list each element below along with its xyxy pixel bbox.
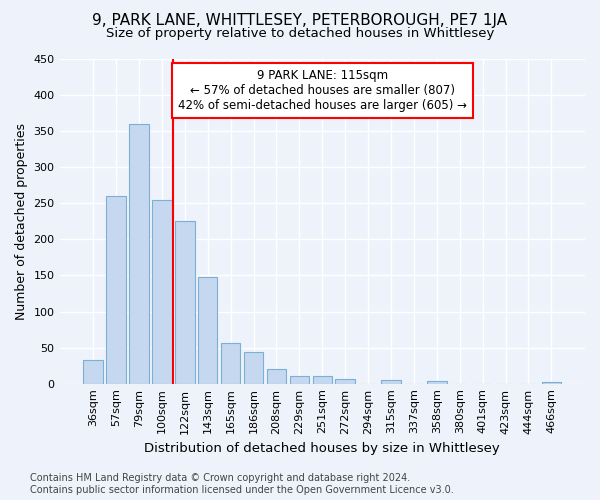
Bar: [221, 342, 241, 384]
Bar: [175, 222, 194, 384]
Bar: [542, 382, 561, 384]
Text: Size of property relative to detached houses in Whittlesey: Size of property relative to detached ho…: [106, 28, 494, 40]
Bar: [335, 378, 355, 384]
Bar: [106, 196, 126, 384]
Text: 9, PARK LANE, WHITTLESEY, PETERBOROUGH, PE7 1JA: 9, PARK LANE, WHITTLESEY, PETERBOROUGH, …: [92, 12, 508, 28]
Bar: [152, 200, 172, 384]
Text: 9 PARK LANE: 115sqm
← 57% of detached houses are smaller (807)
42% of semi-detac: 9 PARK LANE: 115sqm ← 57% of detached ho…: [178, 68, 467, 112]
Bar: [198, 277, 217, 384]
Y-axis label: Number of detached properties: Number of detached properties: [15, 123, 28, 320]
Bar: [267, 370, 286, 384]
Bar: [381, 380, 401, 384]
Bar: [313, 376, 332, 384]
Bar: [244, 352, 263, 384]
Bar: [83, 360, 103, 384]
Text: Contains HM Land Registry data © Crown copyright and database right 2024.
Contai: Contains HM Land Registry data © Crown c…: [30, 474, 454, 495]
Bar: [427, 381, 446, 384]
Bar: [129, 124, 149, 384]
X-axis label: Distribution of detached houses by size in Whittlesey: Distribution of detached houses by size …: [145, 442, 500, 455]
Bar: [290, 376, 309, 384]
